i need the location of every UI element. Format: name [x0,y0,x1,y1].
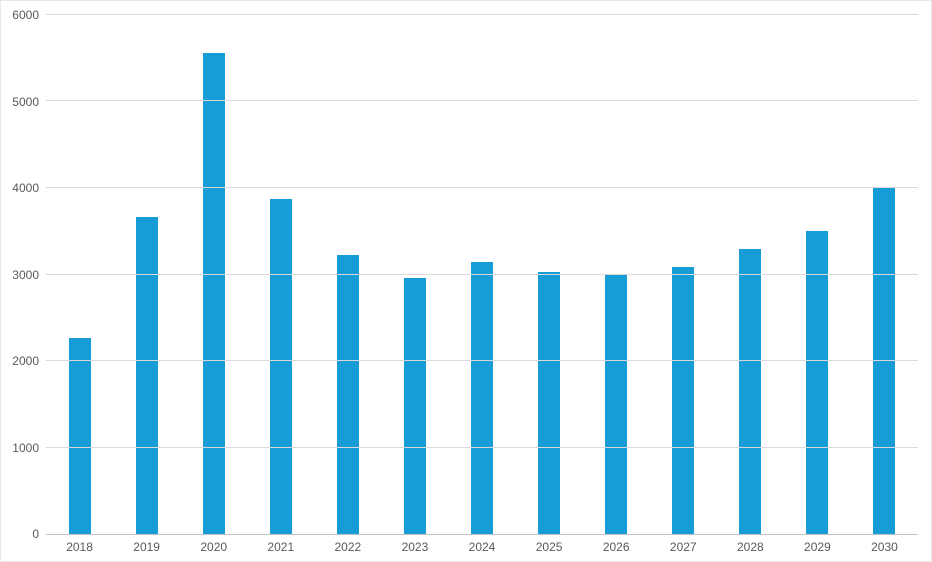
y-tick-label: 2000 [12,354,39,368]
x-tick-label: 2030 [871,540,898,554]
bar-column [247,15,314,534]
bar-column [717,15,784,534]
bar-2023 [403,277,426,534]
x-tick-label: 2024 [468,540,496,554]
gridline [46,446,918,448]
x-tick-label: 2026 [602,540,630,554]
x-axis: 2018 2019 2020 2021 2022 2023 2024 2025 2026 2027… [46,540,918,554]
x-tick-label: 2029 [804,540,831,554]
y-tick-label: 5000 [12,94,39,109]
bar-2025 [538,271,561,534]
y-tick-label: 3000 [12,267,39,282]
bar-column [851,15,918,534]
x-tick-label: 2025 [535,540,563,554]
bar-2019 [135,216,158,534]
bar-2018 [68,337,91,534]
bar-2030 [873,188,896,534]
bar-column [381,15,448,534]
bar-2022 [336,254,359,534]
bar-column [650,15,717,534]
gridline [46,14,918,15]
y-tick-label: 6000 [12,8,39,22]
y-axis: 0 1000 2000 3000 4000 5000 6000 [1,9,39,540]
gridline [46,359,918,361]
gridline [46,100,918,102]
y-tick-label: 4000 [12,181,39,195]
x-tick-label: 2018 [66,540,93,554]
bar-column [46,15,113,534]
x-tick-label: 2021 [267,540,295,554]
x-tick-label: 2022 [334,540,362,554]
bar-column [583,15,650,534]
plot-area [46,14,918,535]
bar-series [46,15,918,534]
x-tick-label: 2028 [736,540,764,554]
bar-column [180,15,247,534]
bar-column [516,15,583,534]
x-tick-label: 2019 [133,540,160,554]
bar-2029 [806,231,829,534]
bar-2021 [269,199,292,534]
bar-2020 [202,53,225,534]
y-tick-label: 1000 [12,440,39,455]
bar-2026 [605,273,628,534]
gridline [46,273,918,275]
x-axis-line [46,534,918,535]
x-tick-label: 2027 [669,540,697,554]
bar-2024 [471,261,493,534]
bar-column [314,15,381,534]
bar-column [784,15,851,534]
bar-2027 [672,266,695,534]
y-tick-label: 0 [32,527,39,541]
bar-column [448,15,515,534]
gridline [46,186,918,188]
x-tick-label: 2023 [401,540,429,554]
x-tick-label: 2020 [200,540,228,554]
bar-2028 [739,249,762,534]
bar-column [113,15,180,534]
